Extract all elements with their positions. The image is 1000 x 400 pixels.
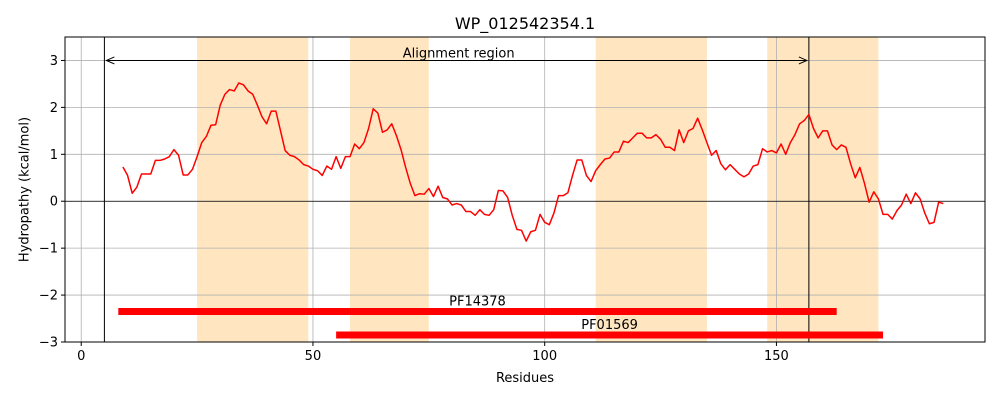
reference-lines — [65, 37, 985, 342]
hydropathy-line-1 — [122, 82, 944, 242]
x-tick-label-150: 150 — [764, 349, 789, 364]
axis-ticks: 0 50 100 150 −3 −2 −1 0 1 2 3 — [39, 54, 789, 364]
y-tick-label--3: −3 — [39, 336, 58, 351]
alignment-annotation: Alignment region — [105, 46, 809, 65]
highlight-region-3 — [595, 37, 707, 342]
y-tick-label-0: 0 — [50, 195, 58, 210]
arrow-head-right-icon — [798, 56, 809, 65]
y-axis-title: Hydropathy (kcal/mol) — [18, 117, 33, 262]
domain-label-PF14378: PF14378 — [449, 295, 506, 310]
y-tick-label--1: −1 — [39, 242, 58, 257]
arrow-head-left-icon — [105, 56, 115, 65]
x-tick-label-100: 100 — [532, 349, 557, 364]
x-tick-label-50: 50 — [305, 349, 322, 364]
x-tick-label-0: 0 — [77, 349, 85, 364]
highlight-region-1 — [197, 37, 309, 342]
y-tick-label-3: 3 — [50, 54, 58, 69]
highlight-region-4 — [767, 37, 879, 342]
y-tick-label--2: −2 — [39, 289, 58, 304]
domain-label-PF01569: PF01569 — [581, 318, 638, 333]
domain-bars: PF14378 PF01569 — [118, 295, 884, 339]
highlight-region-2 — [350, 37, 429, 342]
chart-title: WP_012542354.1 — [455, 14, 595, 34]
x-axis-title: Residues — [496, 371, 554, 386]
plot-frame — [64, 36, 986, 343]
alignment-region-label: Alignment region — [403, 46, 515, 61]
y-tick-label-2: 2 — [50, 101, 58, 116]
hydropathy-series — [122, 82, 944, 242]
highlight-regions — [197, 37, 879, 342]
y-tick-label-1: 1 — [50, 148, 58, 163]
